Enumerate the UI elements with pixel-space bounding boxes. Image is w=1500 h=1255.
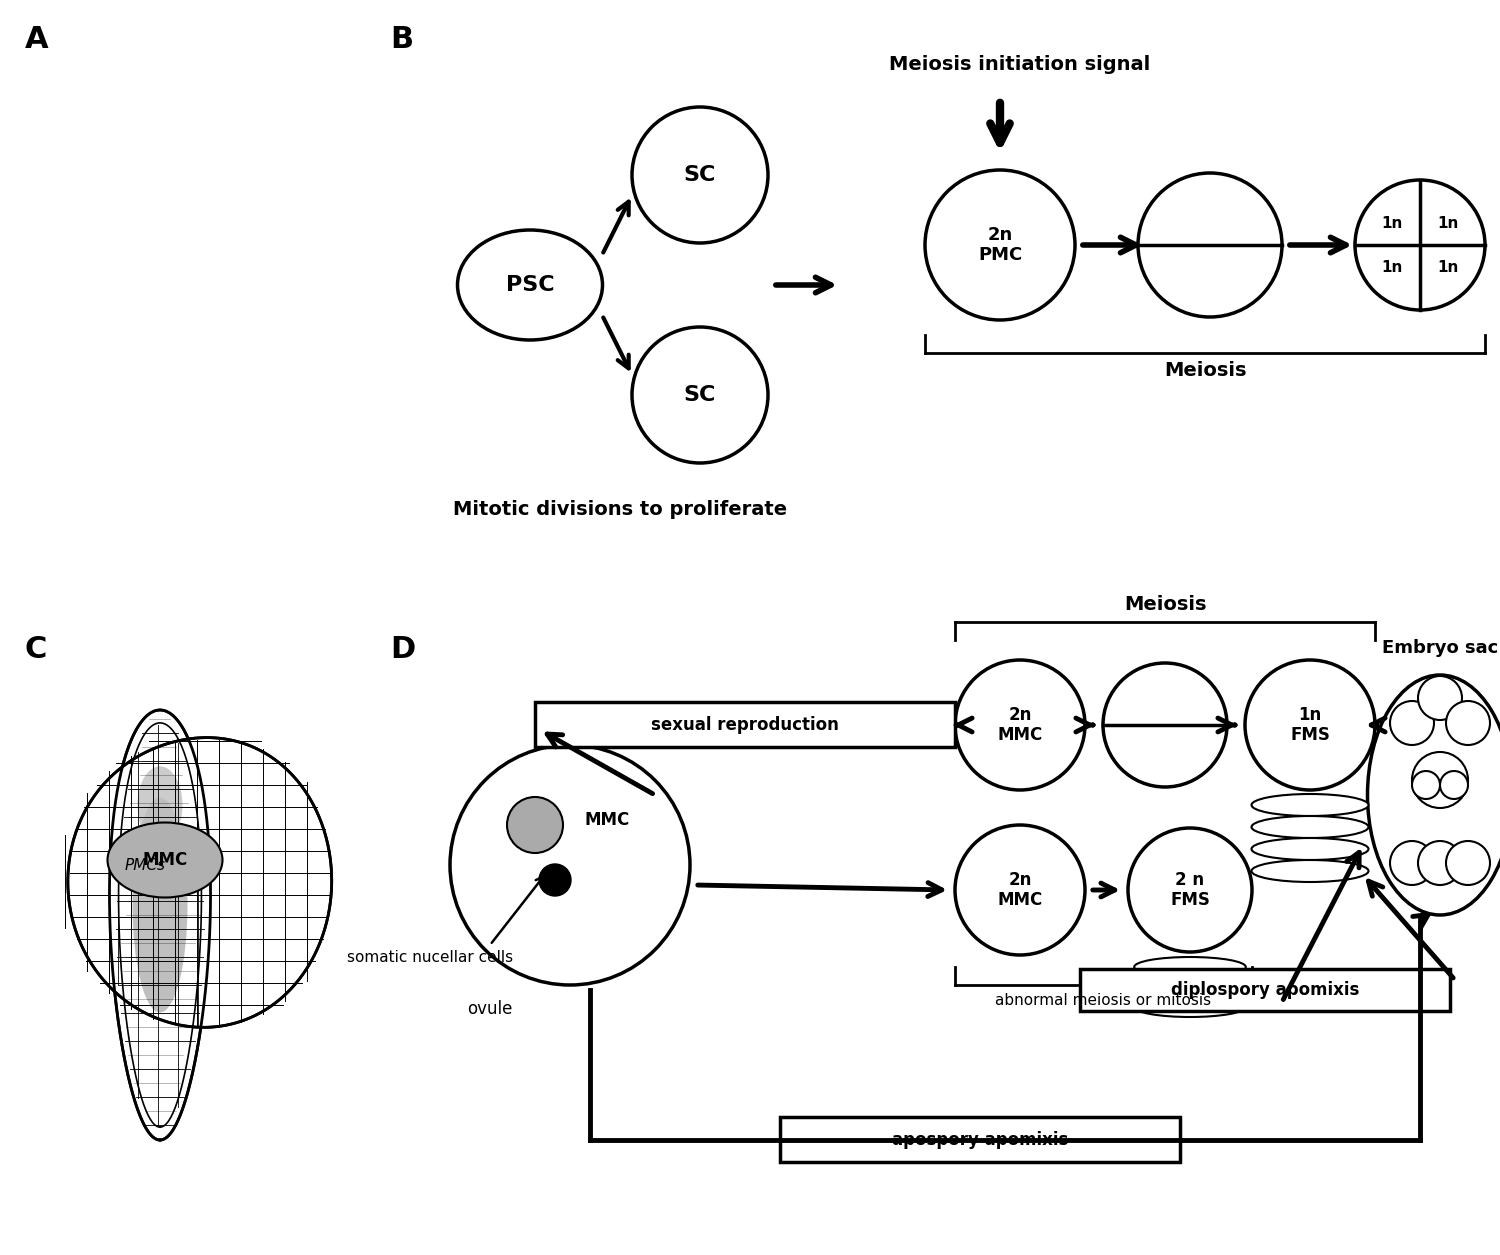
Text: 2n
MMC: 2n MMC	[998, 871, 1042, 910]
Text: B: B	[390, 25, 412, 54]
Text: apospory apomixis: apospory apomixis	[892, 1131, 1068, 1150]
Ellipse shape	[1251, 860, 1368, 882]
Circle shape	[538, 863, 572, 896]
Ellipse shape	[458, 230, 603, 340]
Circle shape	[450, 745, 690, 985]
Circle shape	[956, 825, 1084, 955]
Circle shape	[1354, 179, 1485, 310]
Text: SC: SC	[684, 385, 716, 405]
Ellipse shape	[138, 767, 183, 843]
Ellipse shape	[1134, 958, 1246, 976]
Text: 1n: 1n	[1382, 260, 1402, 275]
Ellipse shape	[1251, 838, 1368, 860]
Circle shape	[1440, 771, 1468, 799]
Circle shape	[632, 328, 768, 463]
Text: 1n
FMS: 1n FMS	[1290, 705, 1330, 744]
Text: Meiosis: Meiosis	[1124, 595, 1206, 614]
Text: 1n: 1n	[1437, 216, 1458, 231]
Circle shape	[1412, 752, 1468, 808]
Text: A: A	[26, 25, 48, 54]
Circle shape	[926, 169, 1076, 320]
Text: 2n
MMC: 2n MMC	[998, 705, 1042, 744]
Polygon shape	[110, 710, 210, 1140]
Circle shape	[507, 797, 562, 853]
Text: C: C	[26, 635, 48, 664]
Circle shape	[1412, 771, 1440, 799]
Text: Embryo sac: Embryo sac	[1382, 639, 1498, 658]
Text: 2 n
FMS: 2 n FMS	[1170, 871, 1210, 910]
Polygon shape	[68, 738, 332, 1028]
Circle shape	[1418, 841, 1462, 885]
Circle shape	[1390, 841, 1434, 885]
Circle shape	[1446, 841, 1490, 885]
Ellipse shape	[1251, 816, 1368, 838]
Ellipse shape	[1134, 976, 1246, 996]
Circle shape	[632, 107, 768, 243]
Circle shape	[1128, 828, 1252, 953]
Text: 2n
PMC: 2n PMC	[978, 226, 1022, 265]
Text: diplospory apomixis: diplospory apomixis	[1172, 981, 1359, 999]
FancyBboxPatch shape	[536, 702, 956, 747]
Circle shape	[1245, 660, 1376, 789]
Text: 1n: 1n	[1437, 260, 1458, 275]
Text: 1n: 1n	[1382, 216, 1402, 231]
Ellipse shape	[1251, 794, 1368, 816]
Ellipse shape	[108, 822, 222, 897]
Text: sexual reproduction: sexual reproduction	[651, 717, 839, 734]
Circle shape	[1446, 702, 1490, 745]
Text: D: D	[390, 635, 416, 664]
Text: PSC: PSC	[506, 275, 555, 295]
Text: PMCs: PMCs	[124, 857, 165, 872]
Ellipse shape	[1368, 675, 1500, 915]
Ellipse shape	[1134, 996, 1246, 1017]
Text: Meiosis: Meiosis	[1164, 361, 1246, 380]
FancyBboxPatch shape	[1080, 969, 1450, 1012]
Text: ovule: ovule	[468, 1000, 513, 1018]
Circle shape	[1138, 173, 1282, 318]
Ellipse shape	[132, 797, 188, 1013]
Text: somatic nucellar cells: somatic nucellar cells	[346, 950, 513, 965]
Circle shape	[1102, 663, 1227, 787]
Text: Meiosis initiation signal: Meiosis initiation signal	[890, 55, 1150, 74]
Text: MMC: MMC	[585, 811, 630, 830]
Circle shape	[956, 660, 1084, 789]
Text: MMC: MMC	[142, 851, 188, 868]
Text: SC: SC	[684, 164, 716, 184]
Text: abnormal meiosis or mitosis: abnormal meiosis or mitosis	[996, 993, 1212, 1008]
Text: Mitotic divisions to proliferate: Mitotic divisions to proliferate	[453, 499, 788, 520]
FancyBboxPatch shape	[780, 1117, 1180, 1162]
Circle shape	[1418, 676, 1462, 720]
Circle shape	[1390, 702, 1434, 745]
